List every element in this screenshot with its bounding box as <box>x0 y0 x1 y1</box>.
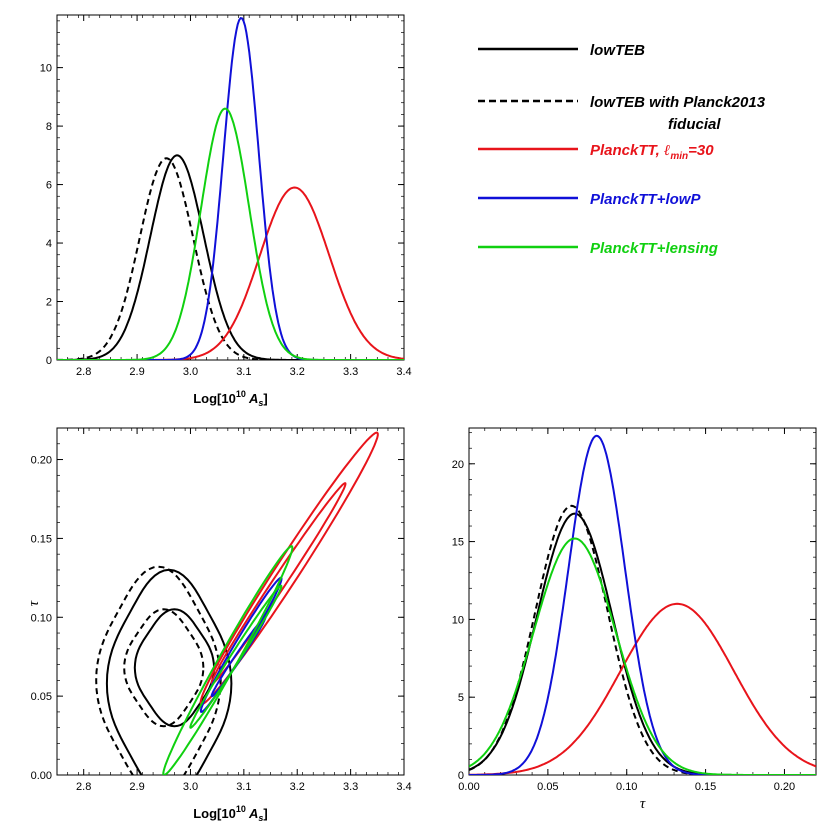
panel-top-left-marginal: 2.8 2.9 3.0 3.1 3.2 3.3 3.4 0 2 4 6 8 10 Log[1010 As] <box>40 14 412 408</box>
contour-3-68 <box>210 616 267 698</box>
x-tick-label: 2.9 <box>129 366 144 378</box>
plot-frame <box>56 427 405 776</box>
y-tick-label: 5 <box>458 692 464 704</box>
x-axis-title: τ <box>640 796 646 812</box>
x-tick-label: 2.8 <box>76 781 91 793</box>
x-tick-label: 3.3 <box>343 781 358 793</box>
x-tick-label: 3.0 <box>183 781 198 793</box>
series-line-3 <box>57 16 404 360</box>
contour-0-68 <box>133 608 216 728</box>
contour-4-68 <box>189 584 283 729</box>
y-tick-label: 0.05 <box>31 691 52 703</box>
y-tick-label: 0.00 <box>31 770 52 782</box>
y-tick-label: 0.10 <box>31 612 52 624</box>
y-tick-label: 0.15 <box>31 533 52 545</box>
y-tick-label: 4 <box>46 238 52 250</box>
panel-bottom-left-contour: 2.8 2.9 3.0 3.1 3.2 3.3 3.4 0.00 0.05 0.10 0.15 0.2… <box>26 427 412 823</box>
contour-3-95 <box>199 576 283 713</box>
x-tick-label: 0.20 <box>774 781 795 793</box>
x-tick-label: 3.1 <box>236 781 251 793</box>
panel-bottom-right-marginal: 0.00 0.05 0.10 0.15 0.20 0 5 10 15 20 τ <box>452 427 817 812</box>
series-line-3 <box>469 434 816 775</box>
series-line-1 <box>469 504 816 775</box>
y-tick-label: 8 <box>46 121 52 133</box>
y-tick-label: 6 <box>46 180 52 192</box>
x-axis-title: Log[1010 As] <box>193 389 268 408</box>
series-group <box>469 434 816 775</box>
x-tick-label: 2.9 <box>129 781 144 793</box>
x-tick-label: 3.0 <box>183 366 198 378</box>
y-axis-title: τ <box>26 600 42 606</box>
contour-2-95 <box>199 431 379 706</box>
series-line-4 <box>469 537 816 775</box>
x-tick-label: 3.4 <box>396 781 411 793</box>
series-line-4 <box>57 107 404 360</box>
series-group <box>57 16 404 360</box>
legend-label-1-cont: fiducial <box>668 116 721 133</box>
x-tick-label: 3.2 <box>290 781 305 793</box>
x-tick-label: 0.10 <box>616 781 637 793</box>
x-tick-label: 0.05 <box>537 781 558 793</box>
x-axis-title: Log[1010 As] <box>193 804 268 823</box>
x-tick-label: 0.15 <box>695 781 716 793</box>
series-line-1 <box>57 157 404 360</box>
y-tick-label: 0 <box>46 355 52 367</box>
y-tick-label: 10 <box>40 63 52 75</box>
x-tick-label: 3.1 <box>236 366 251 378</box>
legend-label-0: lowTEB <box>590 42 645 59</box>
y-tick-label: 20 <box>452 459 464 471</box>
series-line-2 <box>57 186 404 360</box>
legend: lowTEB lowTEB with Planck2013 fiducial P… <box>478 42 766 257</box>
y-tick-label: 10 <box>452 614 464 626</box>
x-tick-label: 3.3 <box>343 366 358 378</box>
legend-label-3: PlanckTT+lowP <box>590 191 701 208</box>
contour-0-95 <box>105 568 233 775</box>
contour-group <box>95 431 379 775</box>
legend-label-2: PlanckTT, ℓmin=30 <box>590 142 714 162</box>
x-tick-label: 3.4 <box>396 366 411 378</box>
x-tick-label: 0.00 <box>458 781 479 793</box>
legend-label-1: lowTEB with Planck2013 <box>590 94 766 111</box>
y-tick-label: 0.20 <box>31 455 52 467</box>
y-tick-label: 0 <box>458 770 464 782</box>
y-tick-label: 2 <box>46 297 52 309</box>
contour-1-68 <box>123 608 205 728</box>
contour-1-95 <box>95 565 222 775</box>
x-tick-label: 2.8 <box>76 366 91 378</box>
x-tick-label: 3.2 <box>290 366 305 378</box>
series-line-2 <box>469 602 816 775</box>
legend-label-4: PlanckTT+lensing <box>590 240 718 257</box>
contour-4-95 <box>162 545 294 775</box>
series-line-0 <box>57 154 404 360</box>
plot-frame <box>56 14 405 361</box>
y-tick-label: 15 <box>452 537 464 549</box>
